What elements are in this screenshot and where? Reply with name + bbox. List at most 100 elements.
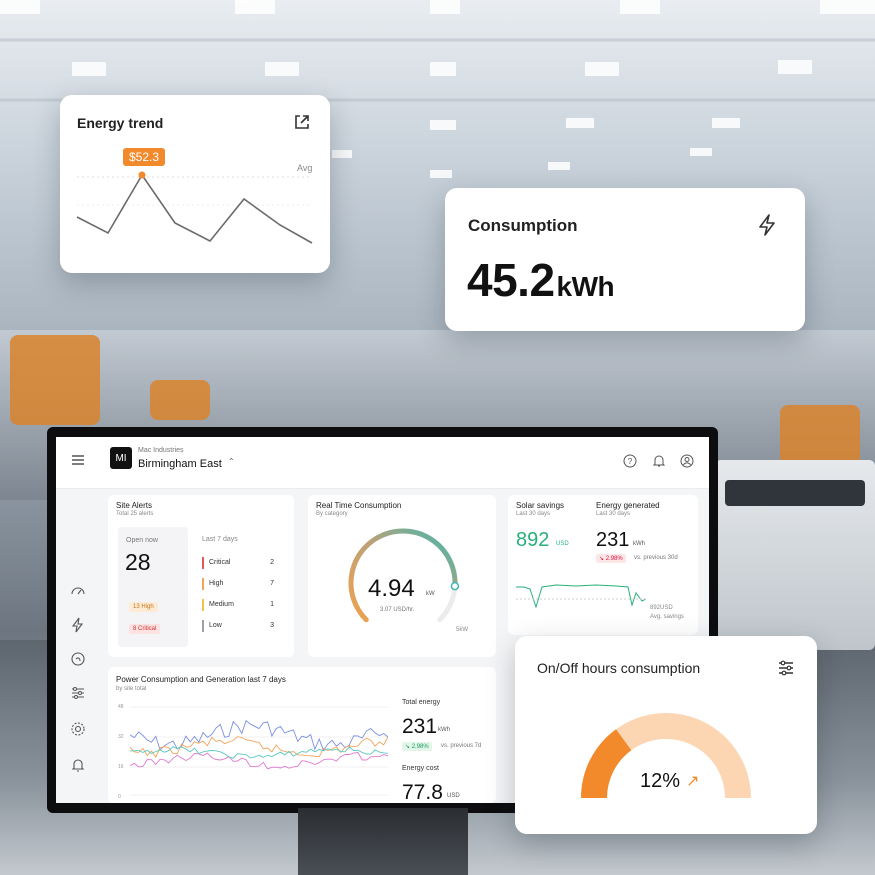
onoff-title: On/Off hours consumption (537, 660, 701, 676)
realtime-title: Real Time Consumption (316, 501, 402, 510)
org-name: Mac Industries (138, 447, 184, 454)
energy-generated-change: ↘ 2.98% (596, 554, 626, 563)
solar-savings-chart (516, 584, 646, 609)
realtime-gauge (348, 528, 460, 623)
avg-label: Avg (297, 163, 313, 173)
severity-row-low: Low 3 (202, 620, 274, 634)
open-now-count: 28 (125, 549, 151, 575)
org-badge: MI (110, 447, 132, 469)
top-bar: MI Mac Industries Birmingham East ⌃ ? (56, 437, 709, 489)
energy-cost-value: 77.8 (402, 781, 443, 803)
onoff-hours-card: On/Off hours consumption 12% ↗ (515, 636, 817, 834)
onoff-gauge (581, 713, 751, 799)
bolt-icon[interactable] (70, 617, 86, 633)
robot-arm-left (10, 335, 100, 425)
conveyor-machine (715, 460, 875, 650)
solar-avg-label: Avg. savings (650, 614, 684, 620)
gauge-knob (450, 581, 460, 591)
realtime-unit: kW (426, 591, 435, 597)
solar-panel (508, 495, 698, 635)
severity-label: Low (209, 622, 222, 629)
open-now-label: Open now (126, 537, 158, 544)
sliders-icon[interactable] (70, 685, 86, 701)
y-tick: 32 (118, 734, 124, 740)
gauge-fill (348, 528, 458, 623)
menu-icon[interactable] (72, 455, 84, 465)
severity-bar (202, 578, 204, 590)
severity-count: 1 (270, 601, 274, 608)
solar-avg-value: 892USD (650, 605, 673, 611)
energy-trend-title: Energy trend (77, 115, 164, 131)
severity-label: Medium (209, 601, 234, 608)
trend-up-icon: ↗ (686, 773, 700, 790)
power-series-3 (129, 746, 388, 759)
sliders-icon[interactable] (777, 659, 795, 677)
chevron-updown-icon[interactable]: ⌃ (228, 457, 235, 466)
power-chart-subtitle: by site total (116, 686, 147, 692)
bolt-icon[interactable] (756, 213, 778, 237)
total-energy-value: 231 (402, 715, 438, 738)
severity-row-critical: Critical 2 (202, 557, 274, 571)
power-chart-title: Power Consumption and Generation last 7 … (116, 675, 286, 684)
bell-icon[interactable] (70, 757, 86, 773)
realtime-subtitle[interactable]: By category (316, 511, 348, 517)
power-consumption-chart (129, 706, 388, 796)
severity-bar (202, 620, 204, 632)
onoff-percent: 12% (640, 770, 681, 792)
energy-generated-title: Energy generated (596, 501, 660, 510)
total-energy-vs: vs. previous 7d (441, 743, 482, 749)
consumption-number: 45.2 (467, 254, 555, 306)
energy-cost-label: Energy cost (402, 765, 439, 772)
site-selector[interactable]: Birmingham East (138, 458, 222, 470)
solar-value: 892 (516, 529, 550, 551)
severity-count: 2 (270, 559, 274, 566)
energy-generated-vs: vs. previous 30d (634, 555, 678, 561)
help-icon[interactable]: ? (623, 454, 637, 468)
power-series-1 (129, 736, 388, 758)
total-energy-change: ↘ 2.98% (402, 742, 432, 751)
severity-count: 3 (270, 622, 274, 629)
critical-pill: 8 Critical (129, 624, 161, 634)
total-energy-label: Total energy (402, 699, 441, 706)
y-tick: 0 (118, 794, 121, 800)
energy-cost-unit: USD (447, 793, 460, 799)
gauge-icon[interactable] (70, 583, 86, 599)
solar-subtitle: Last 30 days (516, 511, 551, 517)
consumption-value: 45.2kWh (467, 253, 615, 307)
robot-arm-right (780, 405, 860, 465)
site-alerts-title: Site Alerts (116, 501, 153, 510)
y-tick: 16 (118, 764, 124, 770)
severity-label: Critical (209, 559, 231, 566)
energy-generated-unit: kWh (633, 541, 645, 547)
price-tag: $52.3 (123, 148, 166, 166)
realtime-panel (308, 495, 496, 657)
external-link-icon[interactable] (293, 113, 311, 131)
onoff-gauge-fill (581, 729, 632, 799)
severity-bar (202, 599, 204, 611)
energy-generated-subtitle: Last 30 days (596, 511, 631, 517)
leaf-icon[interactable] (70, 651, 86, 667)
severity-row-medium: Medium 1 (202, 599, 274, 613)
trend-peak-dot (138, 171, 146, 179)
consumption-card: Consumption 45.2kWh (445, 188, 805, 331)
last7-label: Last 7 days (202, 536, 238, 543)
severity-label: High (209, 580, 224, 587)
site-alerts-subtitle: Total 25 alerts (116, 511, 154, 517)
severity-row-high: High 7 (202, 578, 274, 592)
consumption-unit: kWh (556, 271, 615, 302)
solar-unit: USD (556, 541, 569, 547)
severity-count: 7 (270, 580, 274, 587)
user-icon[interactable] (680, 454, 694, 468)
total-energy-unit: kWh (438, 727, 450, 733)
energy-trend-chart (76, 171, 313, 244)
realtime-max: 5kW (456, 627, 468, 633)
gear-icon[interactable] (70, 721, 86, 737)
bell-icon[interactable] (652, 454, 666, 468)
energy-trend-card: Energy trend $52.3 Avg (60, 95, 330, 273)
realtime-value: 4.94 (368, 575, 415, 602)
solar-title: Solar savings (516, 501, 565, 510)
monitor-stand (298, 808, 468, 875)
power-series-2 (129, 752, 388, 770)
y-tick: 48 (118, 704, 124, 710)
consumption-title: Consumption (468, 216, 578, 235)
